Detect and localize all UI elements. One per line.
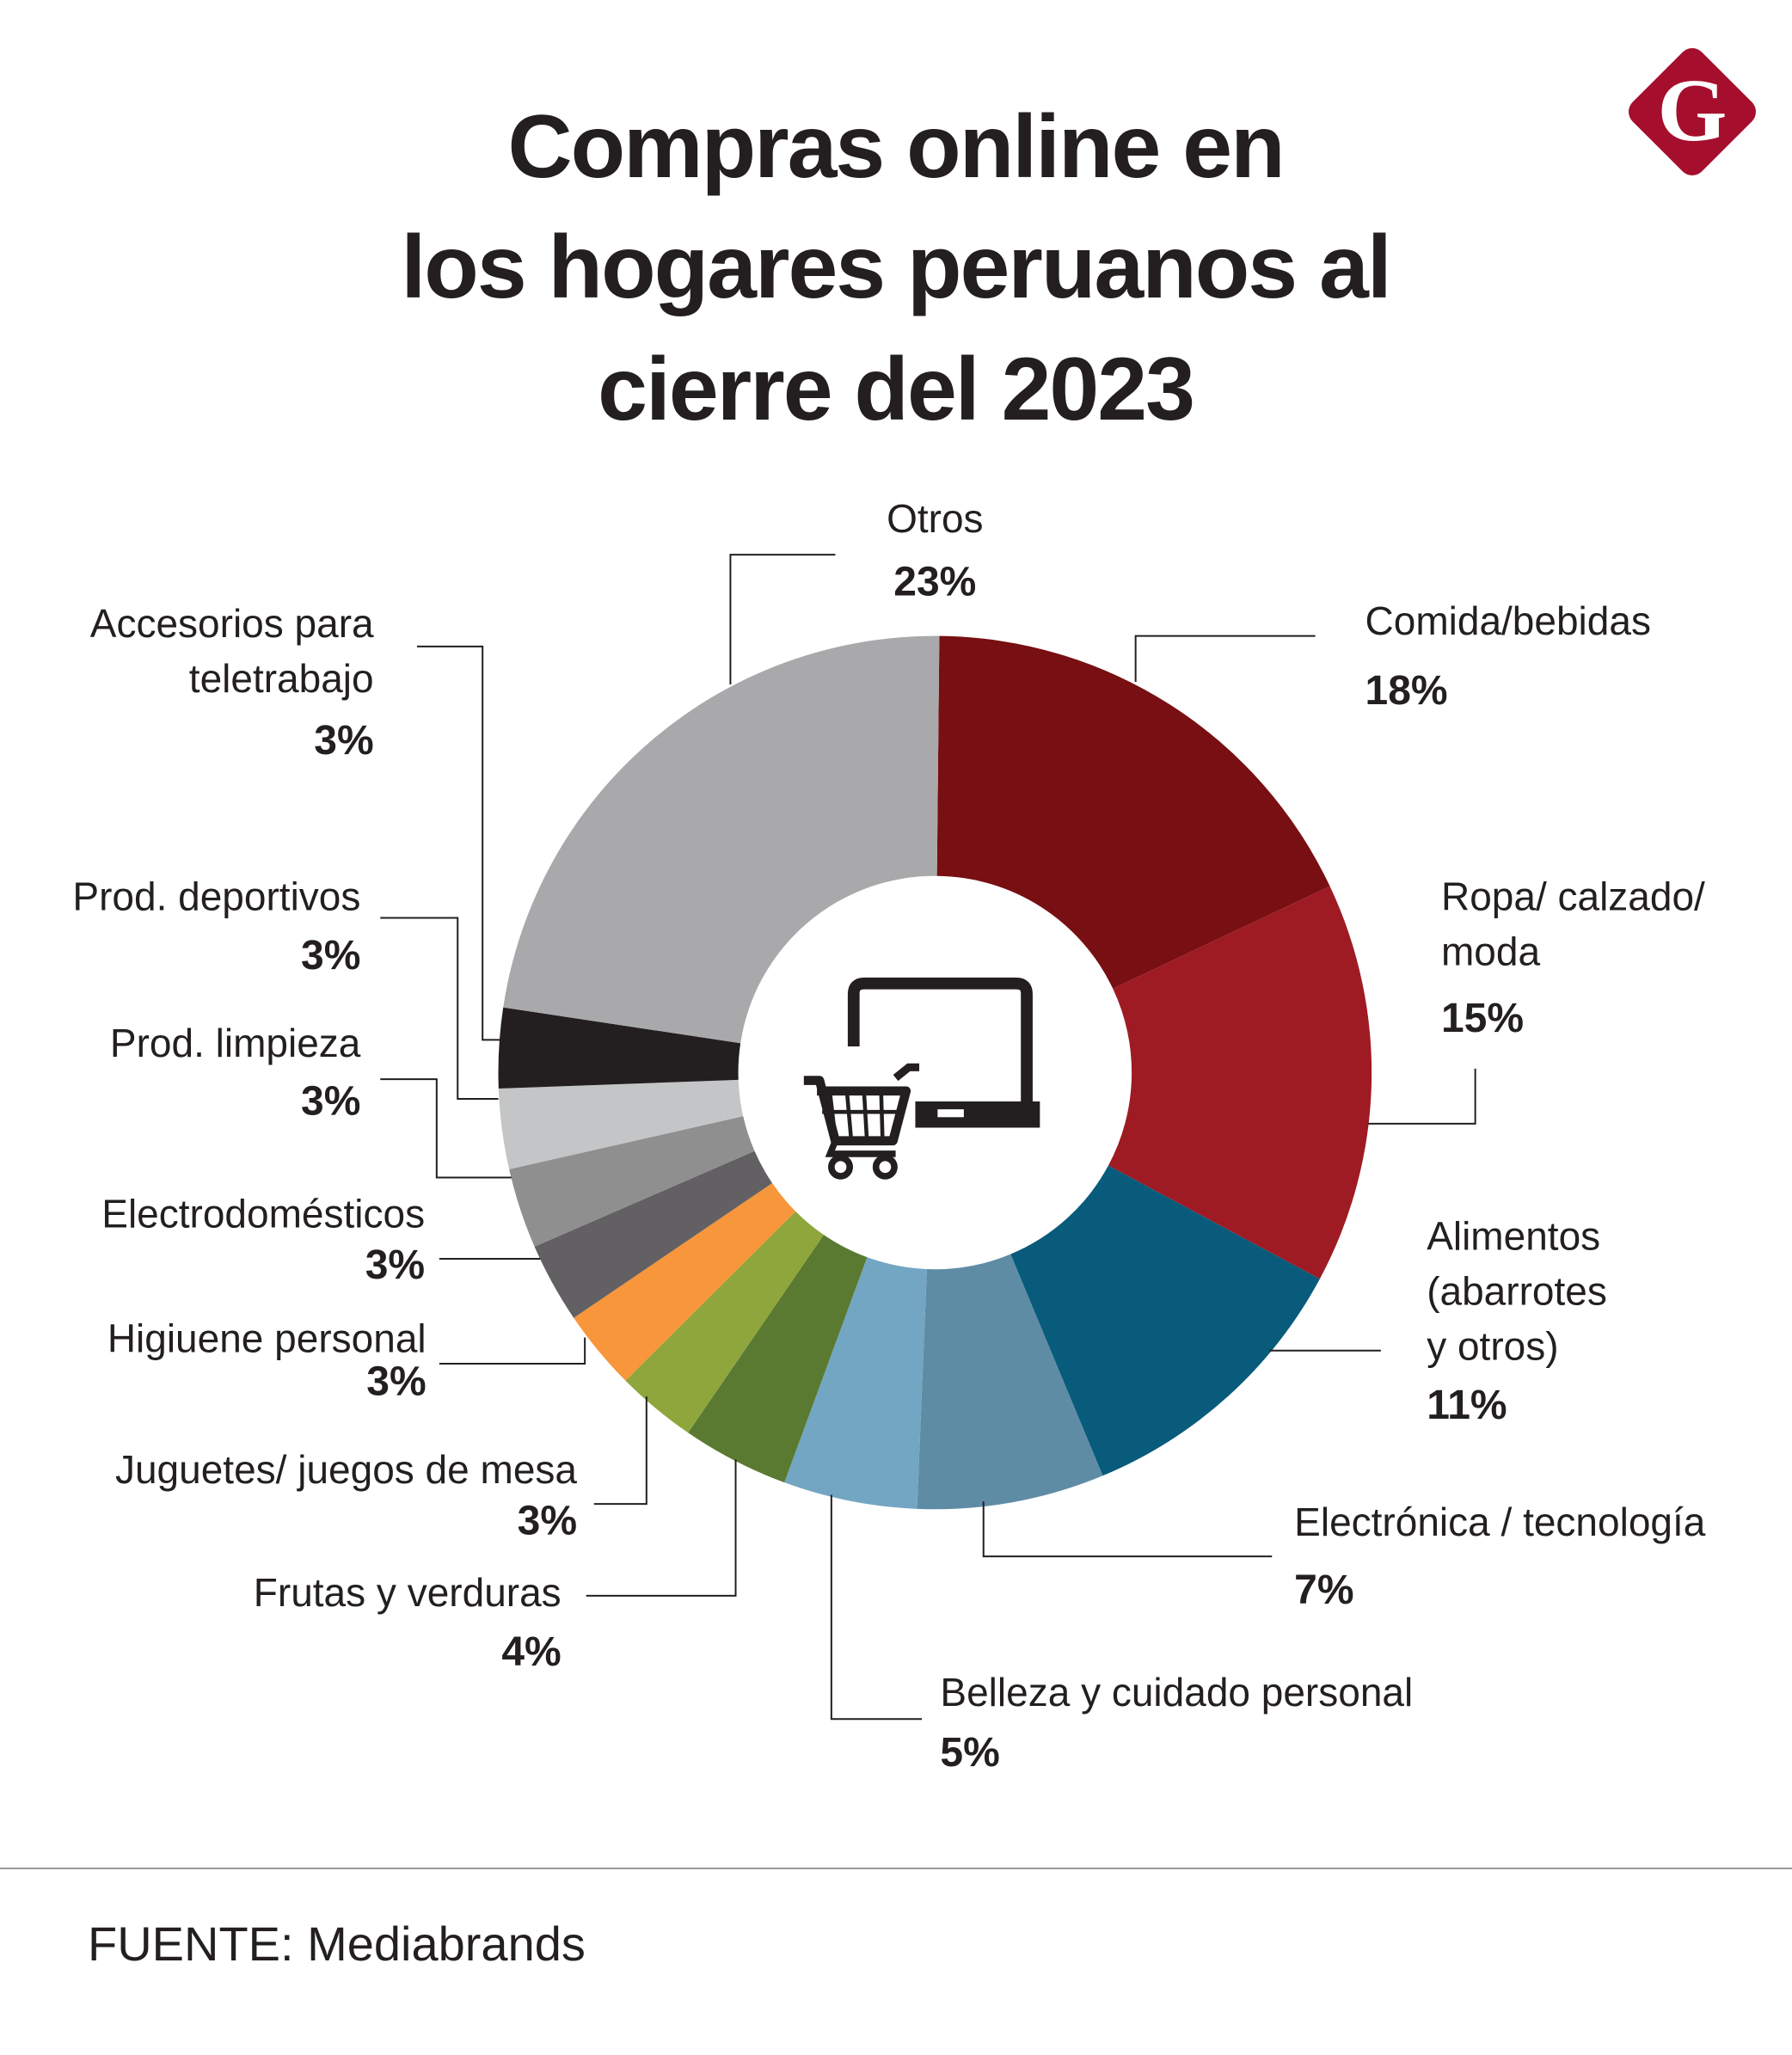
slice-percent-label: 3% bbox=[301, 933, 360, 978]
chart-title: Compras online en los hogares peruanos al… bbox=[401, 97, 1391, 439]
slice-percent-label: 3% bbox=[314, 718, 373, 764]
leader-line bbox=[982, 1501, 1273, 1558]
leader-line bbox=[380, 1078, 512, 1179]
slice-percent-label: 18% bbox=[1365, 668, 1448, 714]
slice-percent-label: 3% bbox=[301, 1078, 360, 1124]
slice-percent-label: 15% bbox=[1441, 996, 1524, 1041]
leader-line bbox=[593, 1396, 647, 1506]
slice-label: Otros bbox=[887, 496, 983, 541]
leader-line bbox=[380, 917, 499, 1100]
slice-label: Higiuene personal bbox=[107, 1316, 427, 1360]
leader-line bbox=[830, 1494, 923, 1721]
slice-percent-label: 11% bbox=[1427, 1383, 1507, 1428]
donut-slice bbox=[1010, 1165, 1320, 1476]
laptop-shopping-cart-icon bbox=[803, 977, 1040, 1180]
slice-label: Belleza y cuidado personal bbox=[940, 1670, 1413, 1715]
slice-label: Accesorios para bbox=[90, 601, 374, 646]
slice-percent-label: 4% bbox=[501, 1629, 561, 1675]
brand-logo: G bbox=[1629, 48, 1756, 175]
title-line: Compras online en bbox=[507, 97, 1283, 197]
donut-slice bbox=[498, 1007, 741, 1089]
slice-label: Frutas y verduras bbox=[254, 1570, 562, 1615]
slice-percent-label: 23% bbox=[893, 559, 976, 604]
donut-slice bbox=[574, 1182, 796, 1381]
slice-label: Juguetes/ juegos de mesa bbox=[115, 1447, 577, 1492]
donut-slice bbox=[936, 635, 1330, 989]
donut-slice bbox=[688, 1235, 868, 1483]
donut-slice bbox=[498, 1079, 744, 1169]
slice-label: (abarrotes bbox=[1427, 1268, 1607, 1313]
slice-label: Ropa/ calzado/ bbox=[1441, 874, 1705, 918]
donut-slice bbox=[509, 1116, 755, 1247]
leader-line bbox=[439, 1337, 586, 1365]
donut-slice bbox=[625, 1211, 824, 1433]
source-note: FUENTE: Mediabrands bbox=[88, 1917, 586, 1971]
slice-label: moda bbox=[1441, 929, 1540, 973]
slice-percent-label: 3% bbox=[365, 1242, 425, 1288]
slice-label: y otros) bbox=[1427, 1323, 1558, 1368]
leader-line bbox=[1367, 1068, 1476, 1125]
leader-line bbox=[1134, 635, 1316, 682]
leader-line bbox=[729, 554, 836, 685]
title-line: los hogares peruanos al bbox=[401, 218, 1390, 317]
slice-percent-label: 7% bbox=[1294, 1567, 1353, 1613]
slice-label: Prod. limpieza bbox=[110, 1021, 361, 1065]
leader-line bbox=[586, 1459, 737, 1597]
slice-percent-label: 3% bbox=[518, 1498, 577, 1543]
slice-percent-label: 3% bbox=[366, 1359, 426, 1405]
donut-slice bbox=[917, 1254, 1103, 1510]
donut-slice bbox=[784, 1257, 927, 1509]
slice-label: Prod. deportivos bbox=[72, 874, 360, 918]
svg-text:G: G bbox=[1658, 61, 1728, 160]
slice-percent-label: 5% bbox=[940, 1730, 999, 1776]
slice-label: teletrabajo bbox=[189, 656, 374, 701]
slice-label: Alimentos bbox=[1427, 1213, 1600, 1258]
leader-line bbox=[416, 645, 501, 1041]
donut-slice bbox=[534, 1150, 773, 1318]
donut-slice bbox=[503, 635, 940, 1044]
slice-label: Electrónica / tecnología bbox=[1294, 1500, 1706, 1544]
slice-label: Comida/bebidas bbox=[1365, 598, 1651, 643]
title-line: cierre del 2023 bbox=[598, 340, 1194, 439]
slice-label: Electrodomésticos bbox=[101, 1191, 425, 1236]
donut-slice bbox=[1108, 886, 1372, 1279]
